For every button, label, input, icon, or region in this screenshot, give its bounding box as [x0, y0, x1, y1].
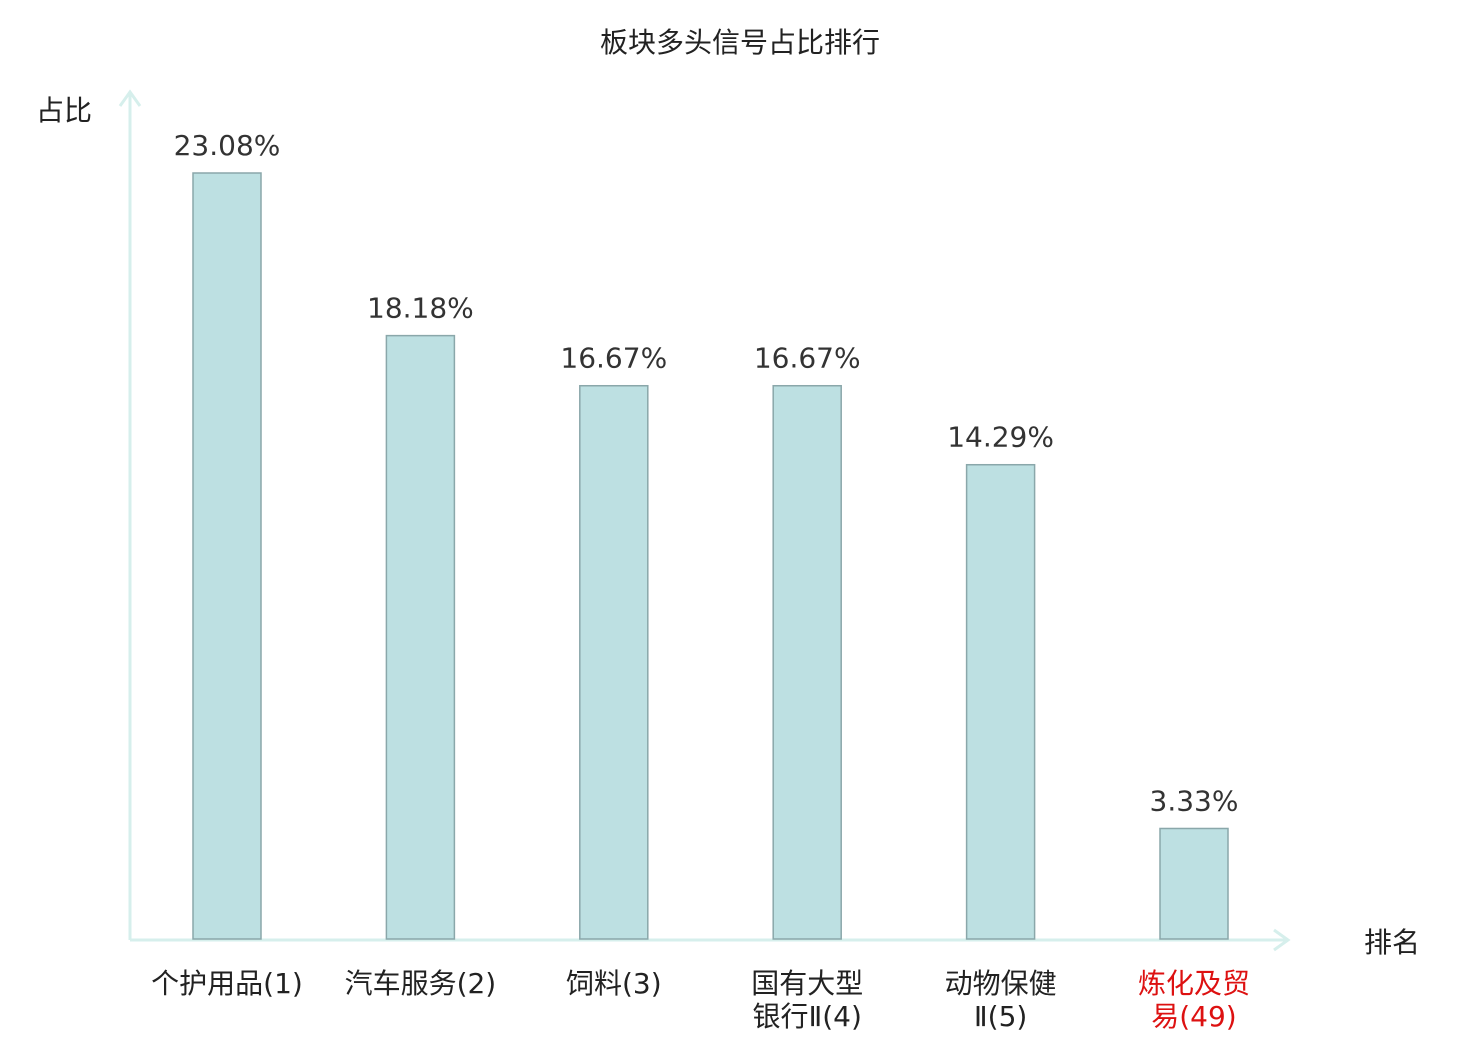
category-label: 饲料(3) — [566, 967, 662, 1000]
category-label: 易(49) — [1151, 1000, 1236, 1033]
bar — [965, 463, 1036, 940]
y-axis — [118, 89, 142, 940]
value-label: 18.18% — [367, 292, 474, 325]
bar — [192, 172, 262, 940]
value-label: 16.67% — [754, 342, 861, 375]
value-label: 23.08% — [174, 129, 281, 162]
value-label: 16.67% — [560, 342, 667, 375]
bar — [579, 384, 649, 940]
bars-group: 23.08% 个护用品(1) 18.18% 汽车服务(2) 16.67% 饲料(3) 16.… — [151, 129, 1250, 1033]
category-label: 动物保健 — [945, 967, 1057, 1000]
bar — [385, 334, 456, 940]
y-axis-label: 占比 — [36, 94, 92, 127]
x-axis — [130, 928, 1291, 952]
category-label: 国有大型 — [751, 967, 863, 1000]
category-label: 汽车服务(2) — [345, 967, 497, 1000]
value-label: 3.33% — [1150, 784, 1239, 817]
bar — [1159, 827, 1229, 940]
value-label: 14.29% — [947, 421, 1054, 454]
x-axis-label: 排名 — [1364, 926, 1420, 959]
category-label: 个护用品(1) — [151, 967, 303, 1000]
bar — [772, 384, 842, 940]
category-label: 炼化及贸 — [1138, 967, 1250, 1000]
chart-title: 板块多头信号占比排行 — [600, 26, 880, 59]
category-label: Ⅱ(5) — [974, 1000, 1027, 1033]
category-label: 银行Ⅱ(4) — [752, 1000, 861, 1033]
